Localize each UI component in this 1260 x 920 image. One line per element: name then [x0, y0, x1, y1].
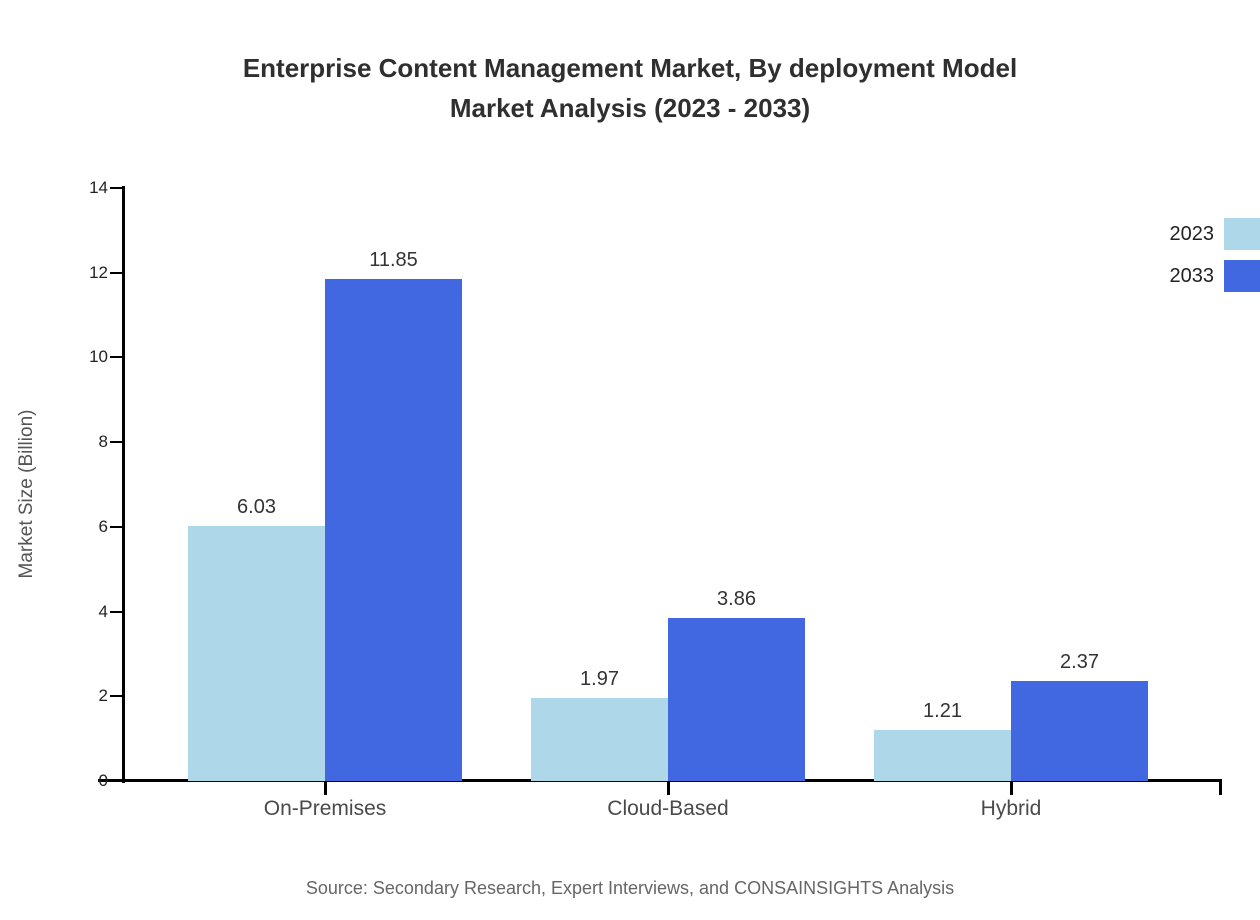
bar-value-label: 11.85: [369, 249, 418, 272]
y-axis-tick-label: 10: [89, 347, 108, 367]
y-axis-tick: [110, 780, 123, 782]
y-axis-tick-label: 6: [98, 516, 108, 536]
x-axis-tick: [324, 781, 327, 795]
legend-label: 2033: [1169, 265, 1215, 287]
x-axis-tick: [667, 781, 670, 795]
legend-item-2023[interactable]: 2023: [1100, 218, 1260, 260]
chart-title: Enterprise Content Management Market, By…: [0, 48, 1260, 128]
legend-item-2033[interactable]: 2033: [1100, 260, 1260, 302]
bar-cloud-based-2033[interactable]: [668, 617, 805, 781]
bar-hybrid-2023[interactable]: [874, 729, 1011, 781]
chart-title-line-2: Market Analysis (2023 - 2033): [449, 93, 811, 123]
bar-value-label: 2.37: [1060, 650, 1099, 673]
bar-hybrid-2033[interactable]: [1011, 680, 1148, 781]
legend-label: 2023: [1169, 223, 1215, 245]
legend-swatch: [1224, 260, 1260, 292]
y-axis-tick-label: 8: [98, 432, 108, 452]
x-axis-category-label: Hybrid: [980, 797, 1042, 820]
y-axis-tick: [110, 271, 123, 274]
y-axis-title: Market Size (Billion): [16, 409, 37, 579]
bar-on-premises-2033[interactable]: [325, 279, 462, 781]
y-axis-tick-label: 14: [89, 178, 108, 197]
bar-value-label: 1.21: [923, 699, 962, 722]
x-axis-category-label: Cloud-Based: [607, 797, 729, 820]
y-axis-tick-label: 0: [98, 771, 108, 790]
y-axis-tick: [110, 356, 123, 359]
x-axis-tick: [1010, 781, 1013, 795]
y-axis-tick-label: 4: [98, 601, 108, 621]
bar-cloud-based-2023[interactable]: [531, 697, 668, 781]
y-axis-tick: [110, 525, 123, 528]
legend-swatch: [1224, 218, 1260, 250]
x-axis-category-label: On-Premises: [263, 797, 387, 820]
chart-title-line-1: Enterprise Content Management Market, By…: [242, 53, 1018, 83]
source-note: Source: Secondary Research, Expert Inter…: [305, 878, 955, 898]
bar-value-label: 6.03: [237, 495, 276, 518]
y-axis-line: [122, 186, 125, 783]
y-axis-tick: [110, 187, 123, 189]
bar-on-premises-2023[interactable]: [188, 525, 325, 781]
bar-value-label: 3.86: [717, 587, 756, 610]
y-axis-tick: [110, 441, 123, 444]
bar-value-label: 1.97: [580, 667, 619, 690]
y-axis-tick: [110, 695, 123, 698]
y-axis-tick-label: 12: [89, 262, 108, 282]
x-axis-end-cap: [1219, 779, 1222, 795]
y-axis-tick-label: 2: [98, 686, 108, 706]
y-axis-tick: [110, 610, 123, 613]
chart-legend: 2023 2033: [1100, 218, 1260, 318]
